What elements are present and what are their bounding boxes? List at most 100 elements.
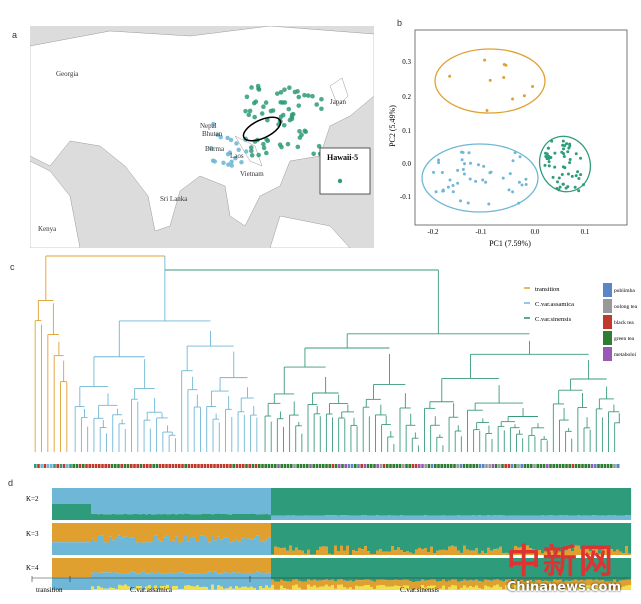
structure-segment xyxy=(184,574,187,586)
structure-segment xyxy=(100,587,103,590)
map-sample-point xyxy=(245,95,250,100)
structure-segment xyxy=(55,488,58,504)
pca-point xyxy=(442,188,445,191)
structure-segment xyxy=(220,514,223,520)
tea-type-mark xyxy=(514,464,517,468)
legend-label-assamica: C.var.assamica xyxy=(535,301,574,308)
structure-segment xyxy=(121,488,124,514)
tea-type-mark xyxy=(40,464,43,468)
structure-segment xyxy=(367,585,370,590)
pca-point xyxy=(546,152,549,155)
tea-type-mark xyxy=(444,464,447,468)
structure-segment xyxy=(427,558,430,580)
structure-segment xyxy=(268,558,271,573)
tea-type-mark xyxy=(392,464,395,468)
structure-segment xyxy=(427,488,430,516)
structure-segment xyxy=(112,572,115,588)
tea-type-mark xyxy=(232,464,235,468)
structure-segment xyxy=(346,589,349,590)
structure-segment xyxy=(436,551,439,555)
map-sample-point xyxy=(290,117,295,122)
tea-type-mark xyxy=(533,464,536,468)
structure-segment xyxy=(187,542,190,555)
structure-segment xyxy=(91,586,94,590)
map-sample-point xyxy=(230,163,234,167)
structure-segment xyxy=(409,558,412,581)
structure-segment xyxy=(391,488,394,516)
pca-point xyxy=(487,203,490,206)
structure-segment xyxy=(364,558,367,580)
tea-type-mark xyxy=(306,464,309,468)
structure-segment xyxy=(601,515,604,520)
structure-segment xyxy=(499,587,502,590)
structure-segment xyxy=(289,546,292,555)
legend-swatch-pubiimba xyxy=(603,283,612,297)
structure-segment xyxy=(370,523,373,554)
structure-segment xyxy=(181,514,184,520)
structure-segment xyxy=(115,558,118,572)
pca-point xyxy=(484,181,487,184)
tea-type-mark xyxy=(184,464,187,468)
pca-point xyxy=(525,183,528,186)
structure-segment xyxy=(388,515,391,520)
structure-segment xyxy=(307,579,310,584)
map-sample-point xyxy=(287,85,292,90)
tea-type-mark xyxy=(335,464,338,468)
structure-segment xyxy=(340,585,343,590)
structure-segment xyxy=(199,523,202,536)
group-label-assamica: C.var.assamica xyxy=(130,586,173,594)
structure-segment xyxy=(490,516,493,520)
structure-segment xyxy=(178,514,181,520)
legend-swatch-metaboloi xyxy=(603,347,612,361)
structure-segment xyxy=(508,488,511,516)
structure-segment xyxy=(610,488,613,515)
structure-segment xyxy=(418,548,421,555)
map-sample-point xyxy=(311,151,316,156)
structure-segment xyxy=(286,589,289,590)
structure-segment xyxy=(184,514,187,520)
tea-type-mark xyxy=(252,464,255,468)
structure-segment xyxy=(481,516,484,520)
structure-segment xyxy=(217,585,220,590)
structure-segment xyxy=(430,580,433,586)
watermark: 中新网 Chinanews.com xyxy=(507,544,621,595)
structure-segment xyxy=(172,488,175,514)
structure-segment xyxy=(403,558,406,580)
structure-segment xyxy=(361,586,364,590)
pca-plot: 0.3 0.2 0.1 0.0 -0.1 -0.2 -0.1 0.0 0.1 P… xyxy=(385,26,635,254)
structure-segment xyxy=(139,542,142,555)
pca-point xyxy=(562,183,565,186)
structure-segment xyxy=(442,558,445,580)
structure-segment xyxy=(457,515,460,520)
structure-segment xyxy=(184,586,187,590)
structure-segment xyxy=(151,515,154,520)
structure-segment xyxy=(130,558,133,572)
structure-segment xyxy=(130,537,133,555)
structure-segment xyxy=(538,516,541,520)
structure-segment xyxy=(529,516,532,520)
structure-segment xyxy=(214,514,217,520)
structure-segment xyxy=(400,523,403,550)
structure-segment xyxy=(88,488,91,504)
structure-segment xyxy=(145,515,148,520)
map-sample-point xyxy=(306,93,311,98)
pca-point xyxy=(509,172,512,175)
structure-segment xyxy=(97,586,100,590)
structure-segment xyxy=(202,573,205,587)
structure-segment xyxy=(370,554,373,555)
structure-segment xyxy=(232,558,235,572)
tea-type-mark xyxy=(271,464,274,468)
structure-segment xyxy=(307,523,310,550)
structure-segment xyxy=(142,488,145,514)
structure-segment xyxy=(406,580,409,586)
structure-segment xyxy=(205,488,208,514)
structure-segment xyxy=(202,514,205,520)
structure-segment xyxy=(217,574,220,586)
structure-segment xyxy=(451,558,454,580)
structure-segment xyxy=(241,558,244,573)
structure-segment xyxy=(277,516,280,520)
tea-type-mark xyxy=(338,464,341,468)
structure-segment xyxy=(58,488,61,504)
pca-yticks: 0.3 0.2 0.1 0.0 -0.1 xyxy=(400,58,412,201)
structure-segment xyxy=(223,514,226,520)
